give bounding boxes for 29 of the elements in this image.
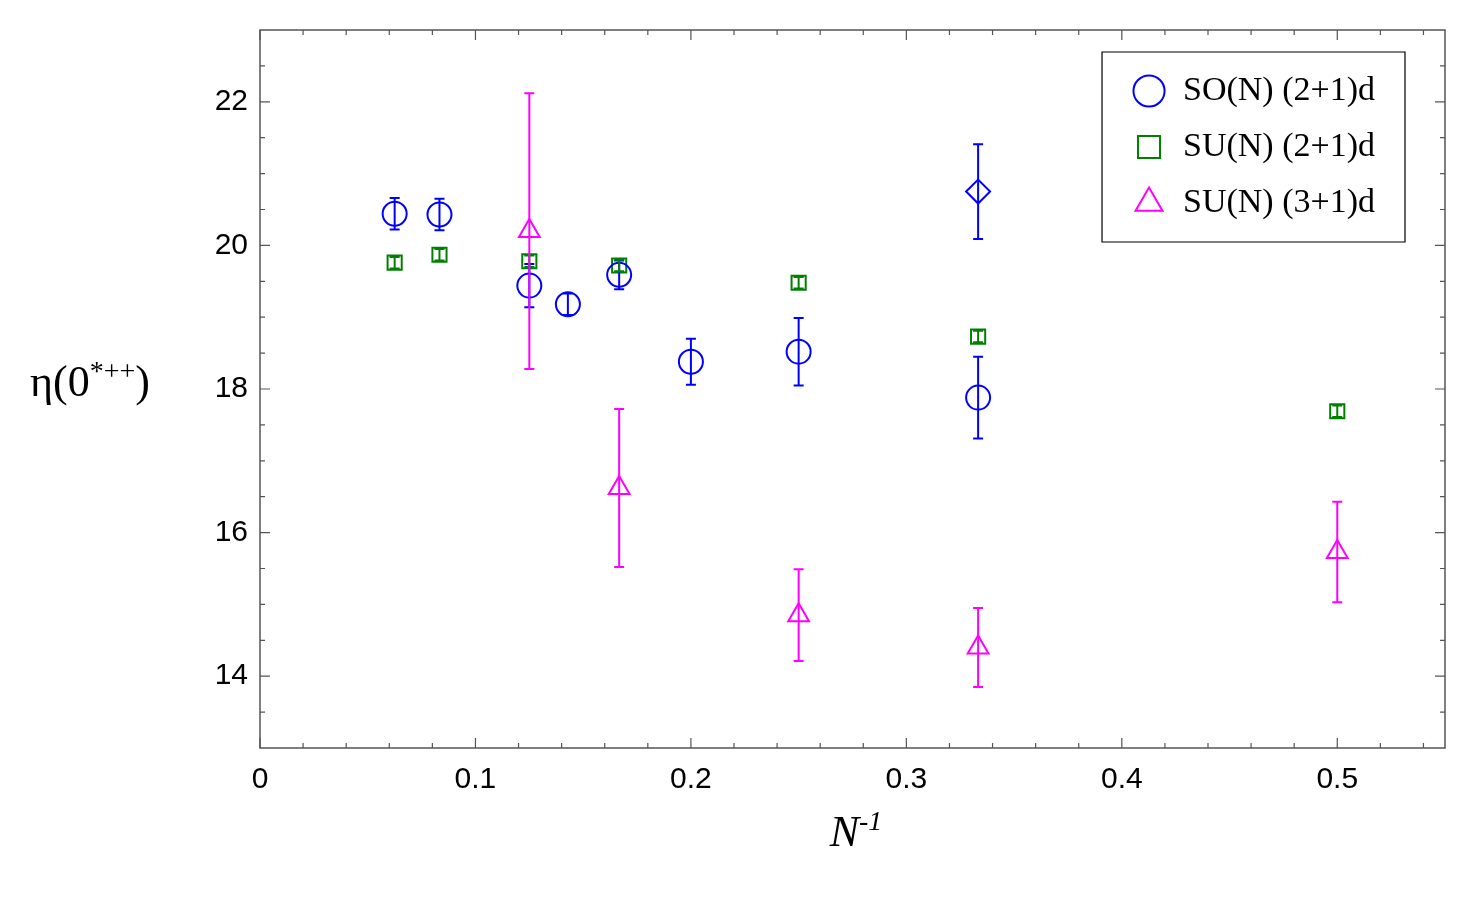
x-axis-title: N$^{-1}$ — [829, 805, 883, 857]
legend-label: SU(N) (3+1)d — [1183, 181, 1375, 220]
legend-label: SO(N) (2+1)d — [1183, 69, 1375, 108]
point — [606, 261, 633, 288]
point — [607, 475, 631, 496]
point — [965, 178, 992, 205]
point — [785, 338, 812, 365]
x-tick-label: 0.1 — [454, 761, 497, 795]
point — [381, 200, 408, 227]
point — [554, 291, 581, 318]
x-tick-label: 0.3 — [885, 761, 928, 795]
y-axis-title: η(0$^{*++}$) — [30, 355, 150, 407]
point — [1325, 538, 1349, 559]
legend-label: SU(N) (2+1)d — [1183, 125, 1375, 164]
point — [677, 348, 704, 375]
point — [787, 602, 811, 623]
x-tick-label: 0.2 — [670, 761, 712, 795]
point — [516, 272, 543, 299]
y-tick-label: 20 — [214, 226, 248, 260]
x-tick-label: 0 — [251, 761, 269, 795]
y-tick-label: 16 — [214, 513, 248, 547]
point — [966, 634, 990, 655]
x-tick-label: 0.4 — [1100, 761, 1143, 795]
y-tick-label: 22 — [214, 83, 248, 117]
x-tick-label: 0.5 — [1316, 761, 1359, 795]
y-tick-label: 14 — [214, 657, 248, 691]
point — [426, 201, 453, 228]
y-tick-label: 18 — [214, 370, 248, 404]
point — [965, 384, 992, 411]
